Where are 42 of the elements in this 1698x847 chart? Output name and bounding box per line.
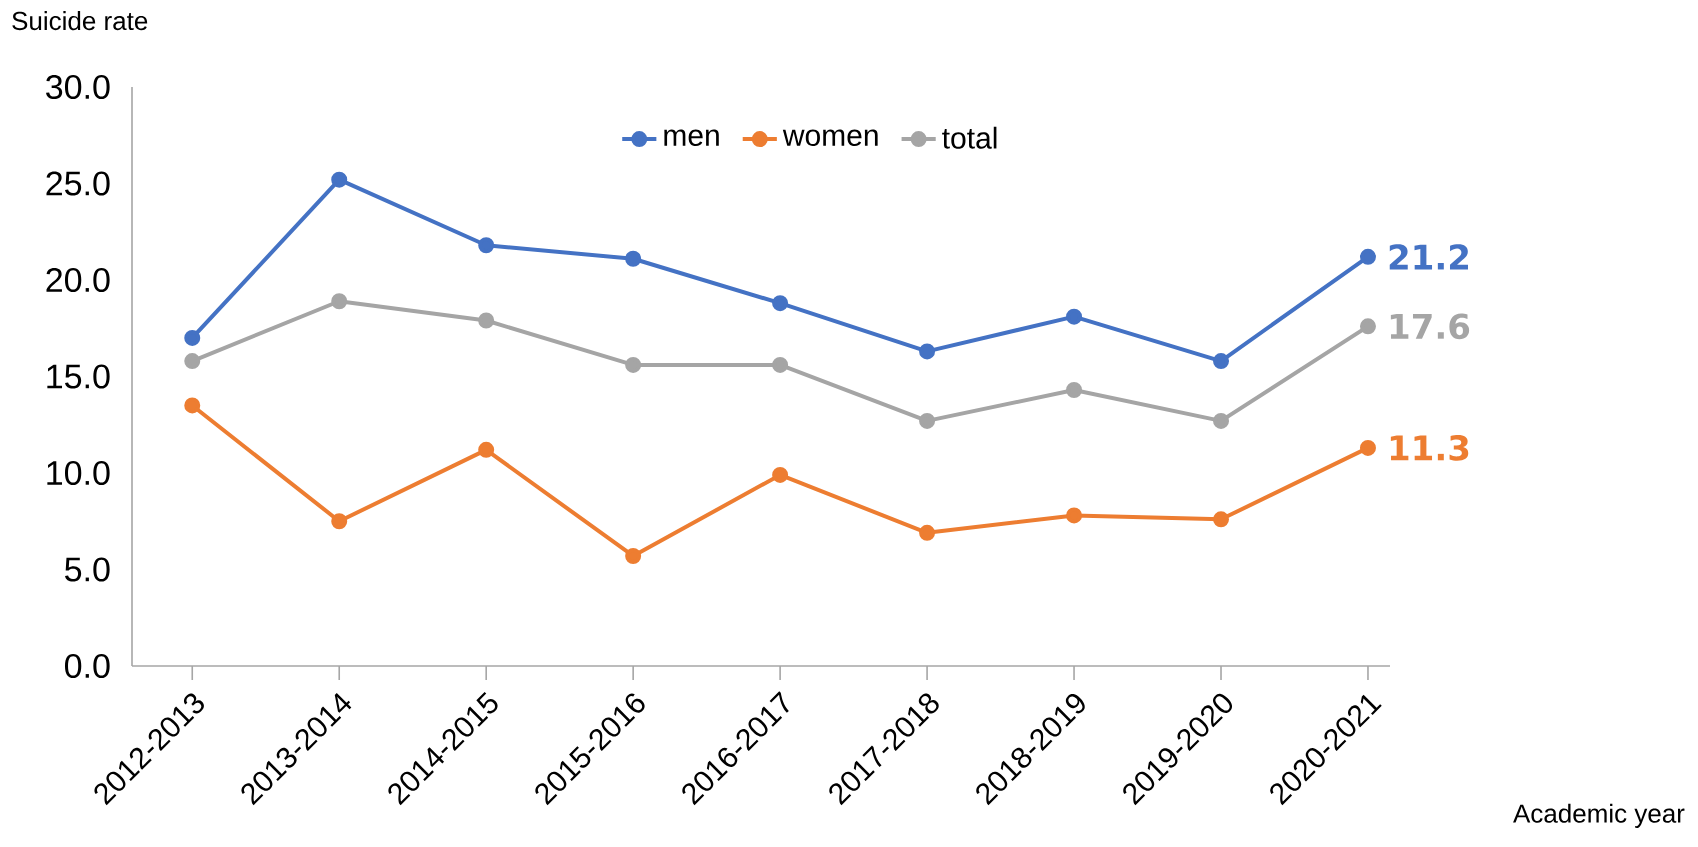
- point: [1359, 318, 1376, 335]
- legend-label: women: [782, 129, 878, 146]
- point: [772, 466, 789, 483]
- point: [184, 397, 201, 414]
- y-tick-label: 15.0: [47, 364, 110, 389]
- point: [1213, 412, 1230, 429]
- point: [1359, 439, 1376, 456]
- point: [478, 237, 495, 254]
- point: [1066, 308, 1083, 325]
- y-tick-label: 5.0: [65, 557, 110, 582]
- point: [919, 343, 936, 360]
- point: [331, 171, 348, 188]
- point: [1066, 382, 1083, 399]
- point: [919, 524, 936, 541]
- point: [625, 250, 642, 267]
- point: [184, 329, 201, 346]
- point: [625, 547, 642, 564]
- data-label: 21.2: [1389, 244, 1468, 270]
- legend-label: total: [942, 126, 997, 149]
- data-label: 11.3: [1390, 435, 1469, 461]
- point: [331, 293, 348, 310]
- point: [184, 353, 201, 370]
- point: [1066, 507, 1083, 524]
- point: [772, 356, 789, 373]
- x-axis-title: Academic year: [1513, 803, 1685, 828]
- point: [625, 356, 642, 373]
- y-tick-label: 20.0: [46, 267, 110, 293]
- y-tick-label: 25.0: [46, 171, 110, 196]
- point: [331, 513, 348, 530]
- y-tick-label: 0.0: [64, 653, 110, 679]
- point: [772, 295, 789, 312]
- point: [919, 412, 936, 429]
- point: [478, 441, 495, 458]
- point: [1359, 248, 1376, 265]
- data-label: 17.6: [1390, 313, 1470, 340]
- point: [478, 312, 495, 329]
- y-tick-label: 30.0: [46, 74, 110, 100]
- point: [1213, 511, 1230, 528]
- y-tick-label: 10.0: [47, 460, 110, 486]
- legend-label: men: [664, 129, 719, 146]
- point: [1213, 353, 1230, 370]
- y-axis-title: Suicide rate: [12, 11, 148, 31]
